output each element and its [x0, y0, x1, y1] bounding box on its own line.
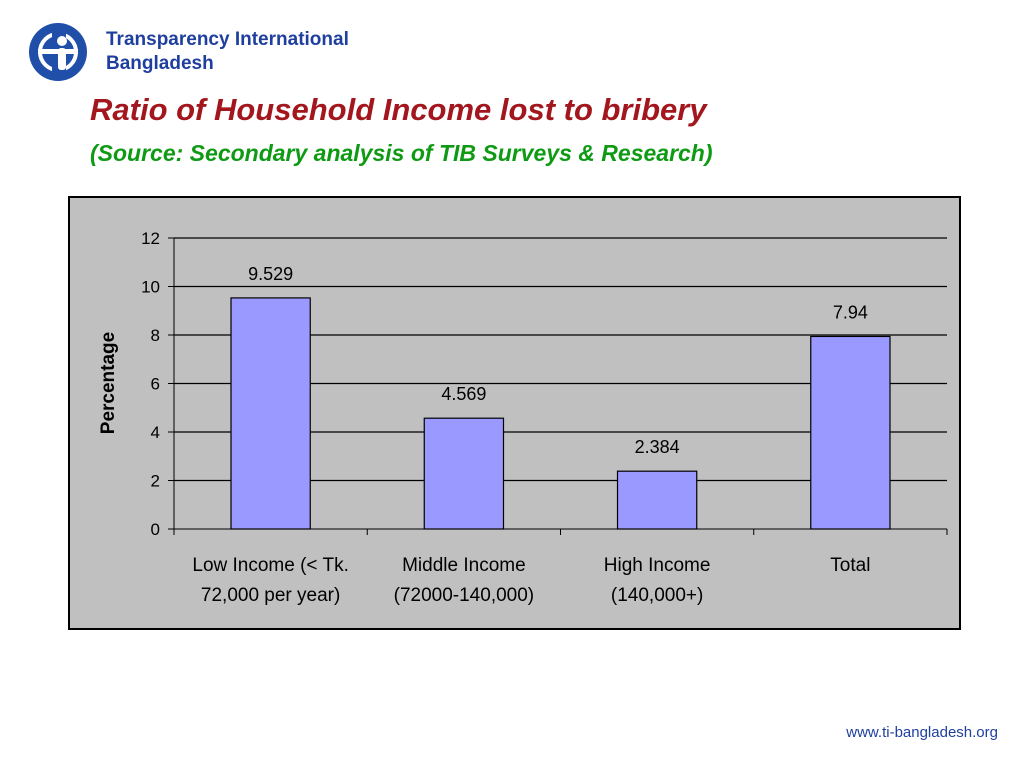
y-tick-label: 10	[141, 278, 160, 297]
data-label: 4.569	[441, 384, 486, 404]
y-tick-label: 8	[151, 326, 160, 345]
organization-name-line2: Bangladesh	[106, 53, 214, 74]
bar	[616, 470, 698, 530]
y-tick-label: 4	[151, 423, 160, 442]
data-label: 9.529	[248, 264, 293, 284]
data-label: 7.94	[833, 302, 868, 322]
x-category-label: High Income	[604, 555, 711, 576]
chart-frame: 0 2 4 6 8 10 12 9.529 Low Income (< Tk. 72,000 pe…	[68, 196, 961, 630]
organization-name: Transparency International Bangladesh	[106, 28, 349, 76]
page-title: Ratio of Household Income lost to briber…	[90, 92, 707, 127]
y-tick-label: 2	[151, 472, 160, 491]
organization-name-line1: Transparency International	[106, 29, 349, 50]
y-tick-label: 12	[141, 229, 160, 248]
x-category-label: (72000-140,000)	[394, 585, 535, 606]
x-category-label: Low Income (< Tk.	[192, 555, 348, 576]
y-tick-label: 6	[151, 375, 160, 394]
ti-logo	[29, 23, 87, 81]
x-category-label: Total	[830, 555, 870, 576]
y-axis-title: Percentage	[98, 332, 119, 434]
x-category-label: (140,000+)	[611, 585, 703, 606]
page-subtitle: (Source: Secondary analysis of TIB Surve…	[90, 140, 713, 166]
footer-url[interactable]: www.ti-bangladesh.org	[846, 724, 998, 741]
x-category-label: Middle Income	[402, 555, 526, 576]
bar	[230, 297, 311, 530]
bar	[423, 417, 505, 530]
y-tick-label: 0	[151, 520, 160, 539]
data-label: 2.384	[635, 437, 680, 457]
x-category-label: 72,000 per year)	[201, 585, 340, 606]
bar	[810, 335, 891, 530]
bar-chart: 0 2 4 6 8 10 12 9.529 Low Income (< Tk. 72,000 pe…	[98, 229, 948, 606]
